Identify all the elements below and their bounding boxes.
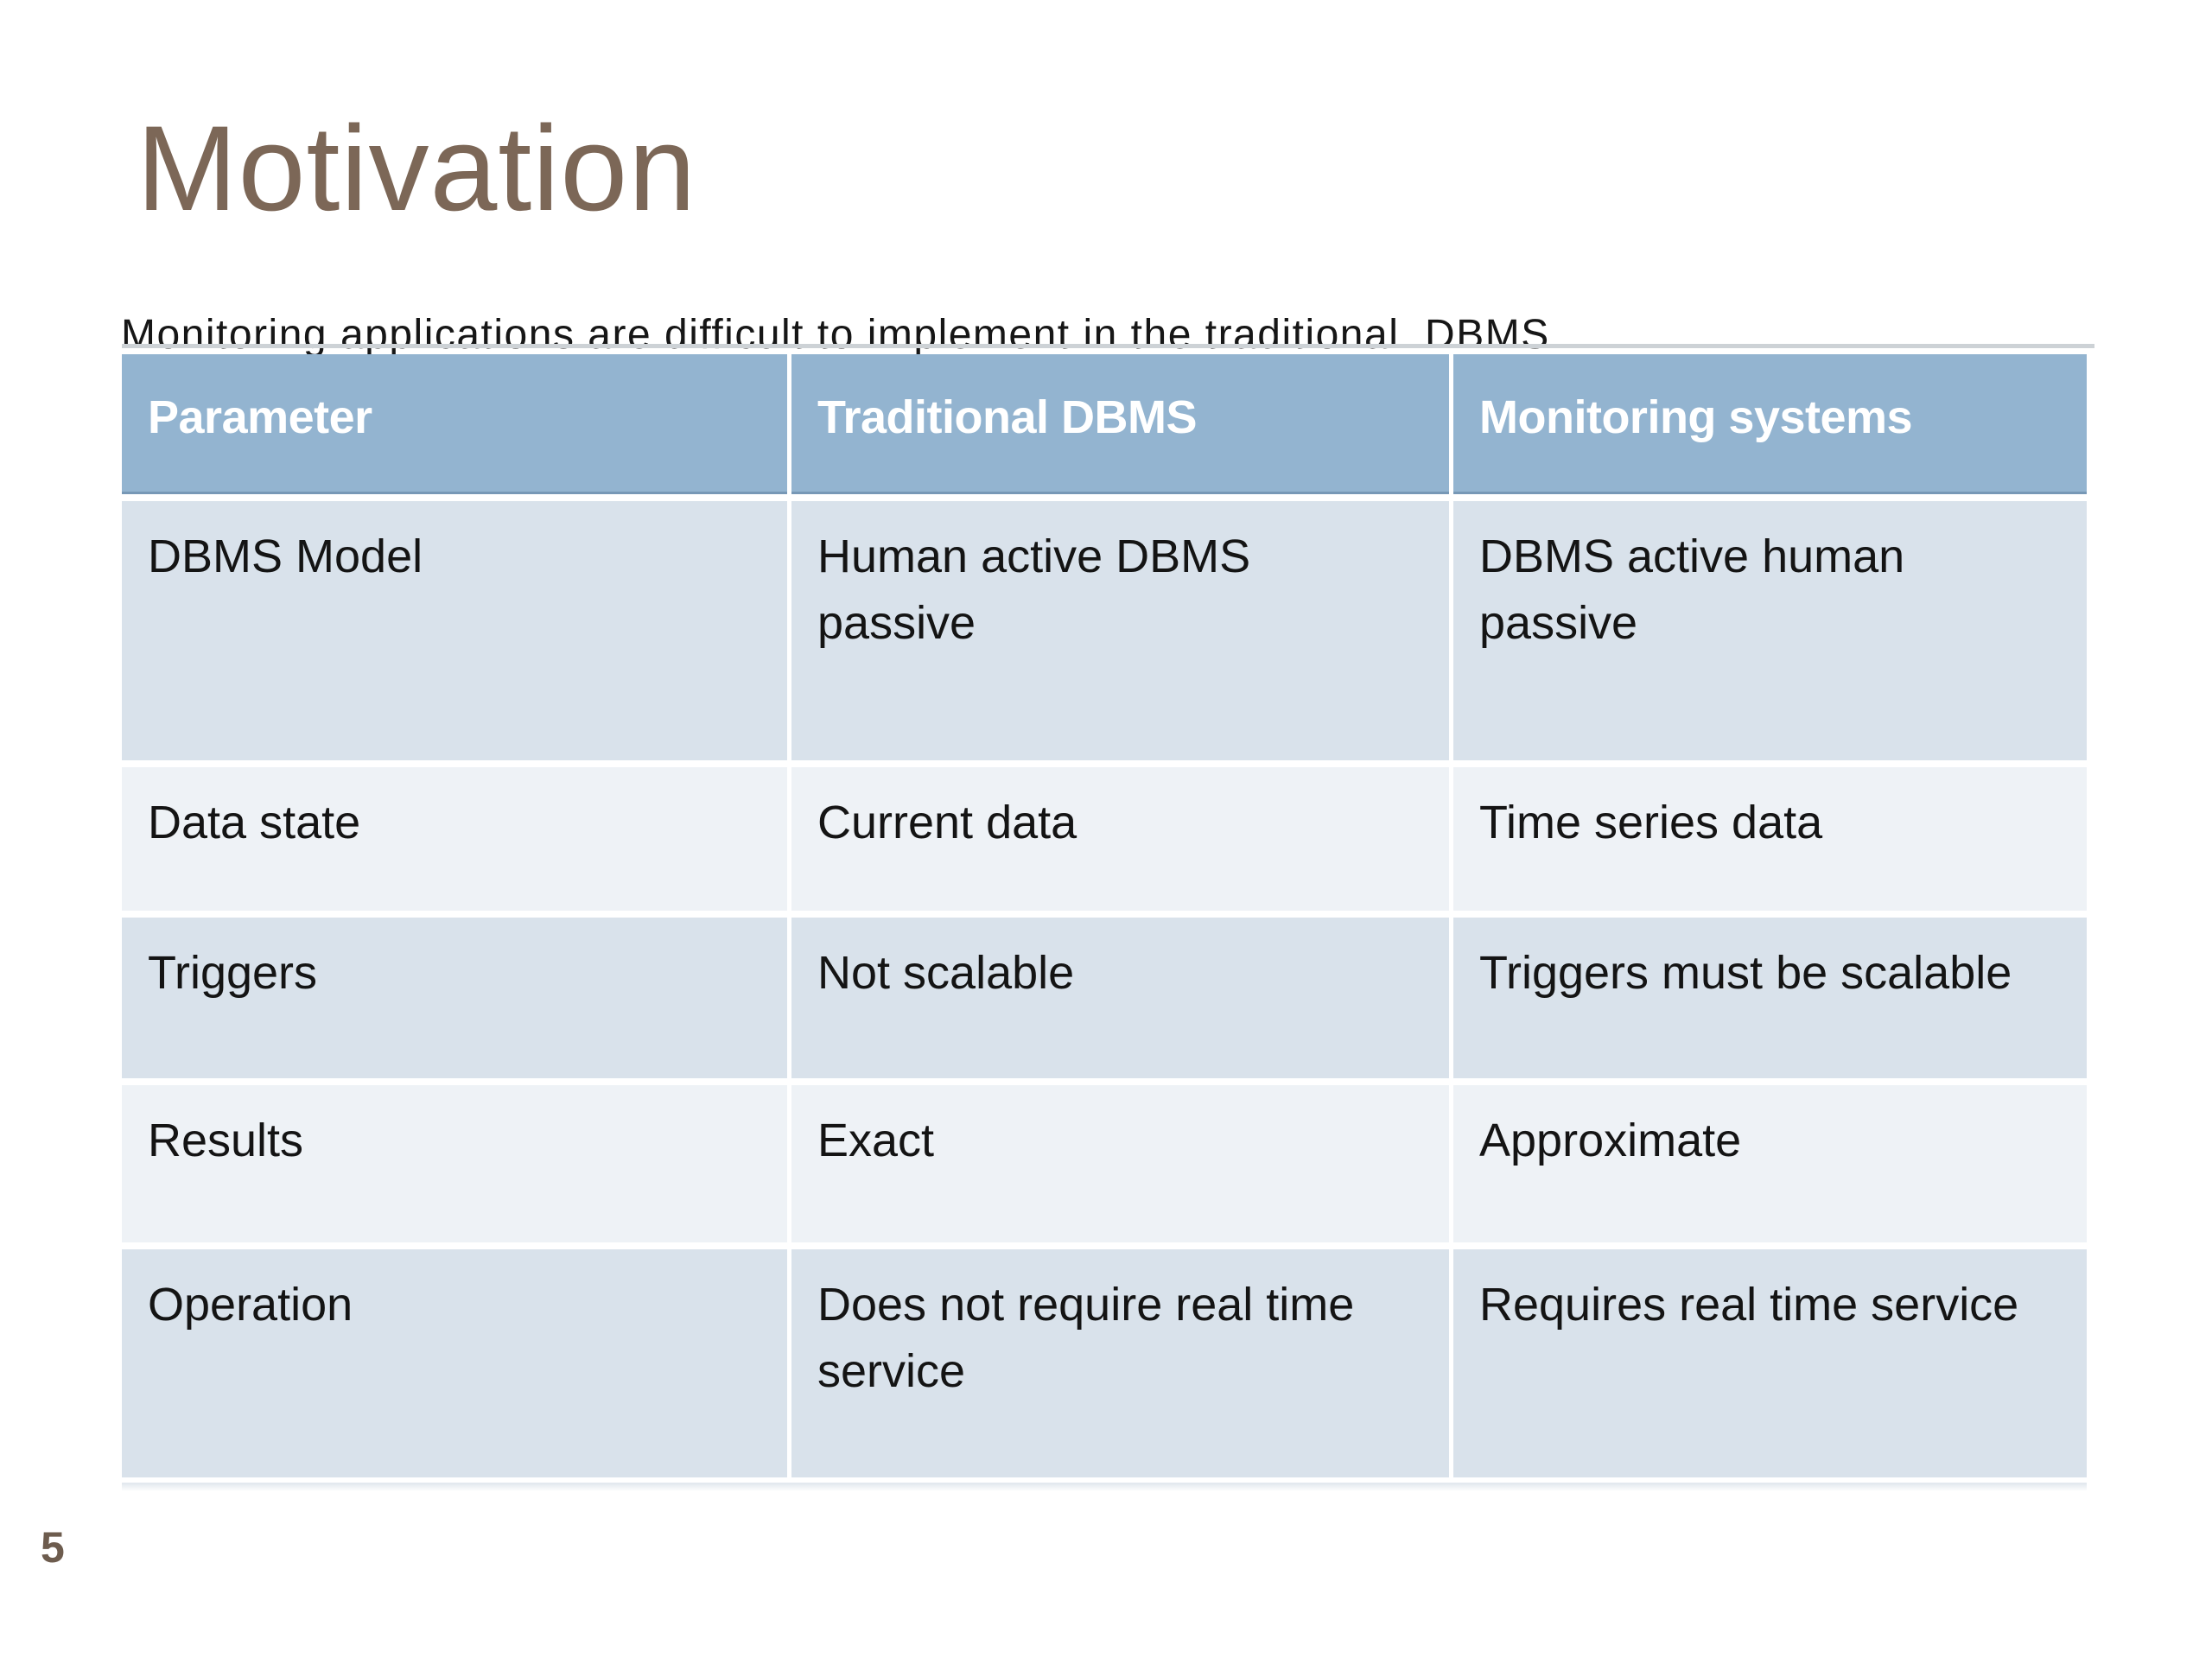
cell-text: Results <box>148 1115 304 1166</box>
table-top-rule <box>122 344 2094 348</box>
table-bottom-shadow <box>122 1483 2087 1491</box>
table-cell: Triggers <box>122 918 787 1078</box>
page-number: 5 <box>41 1523 65 1572</box>
cell-text: Triggers must be scalable <box>1479 947 2012 999</box>
table-cell: Exact <box>791 1085 1449 1242</box>
cell-text: Current data <box>817 797 1077 848</box>
table-cell: DBMS active human passive <box>1453 501 2087 760</box>
header-label: Monitoring systems <box>1479 391 1913 443</box>
table-cell: Not scalable <box>791 918 1449 1078</box>
cell-text: Does not require real time service <box>817 1279 1355 1397</box>
cell-text: Data state <box>148 797 361 848</box>
table-cell: Does not require real time service <box>791 1249 1449 1477</box>
table-cell: Data state <box>122 767 787 911</box>
cell-text: Time series data <box>1479 797 1823 848</box>
cell-text: Requires real time service <box>1479 1279 2019 1331</box>
cell-text: Exact <box>817 1115 935 1166</box>
header-cell-parameter: Parameter <box>122 354 787 494</box>
table-cell: Triggers must be scalable <box>1453 918 2087 1078</box>
cell-text: DBMS Model <box>148 530 423 582</box>
slide-subtitle: Monitoring applications are difficult to… <box>121 312 1550 358</box>
slide-title: Motivation <box>137 99 697 236</box>
table-cell: Requires real time service <box>1453 1249 2087 1477</box>
table-cell: Results <box>122 1085 787 1242</box>
table-cell: DBMS Model <box>122 501 787 760</box>
cell-text: Triggers <box>148 947 318 999</box>
table-cell: Operation <box>122 1249 787 1477</box>
table-cell: Human active DBMS passive <box>791 501 1449 760</box>
header-label: Traditional DBMS <box>817 391 1198 443</box>
comparison-table: Parameter Traditional DBMS Monitoring sy… <box>122 354 2087 1477</box>
header-label: Parameter <box>148 391 372 443</box>
table-cell: Time series data <box>1453 767 2087 911</box>
cell-text: Human active DBMS passive <box>817 530 1251 649</box>
cell-text: Operation <box>148 1279 353 1331</box>
cell-text: Approximate <box>1479 1115 1742 1166</box>
table-cell: Current data <box>791 767 1449 911</box>
cell-text: Not scalable <box>817 947 1075 999</box>
table-cell: Approximate <box>1453 1085 2087 1242</box>
header-cell-monitoring-systems: Monitoring systems <box>1453 354 2087 494</box>
cell-text: DBMS active human passive <box>1479 530 1905 649</box>
header-cell-traditional-dbms: Traditional DBMS <box>791 354 1449 494</box>
